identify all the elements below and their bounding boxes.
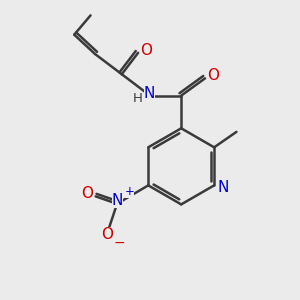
Text: −: − xyxy=(114,236,125,250)
Text: N: N xyxy=(112,193,123,208)
Text: O: O xyxy=(207,68,219,83)
Text: O: O xyxy=(140,43,152,58)
Text: O: O xyxy=(101,226,113,242)
Text: H: H xyxy=(133,92,142,105)
Text: O: O xyxy=(81,187,93,202)
Text: +: + xyxy=(124,185,134,198)
Text: N: N xyxy=(144,86,155,101)
Text: N: N xyxy=(218,180,229,195)
